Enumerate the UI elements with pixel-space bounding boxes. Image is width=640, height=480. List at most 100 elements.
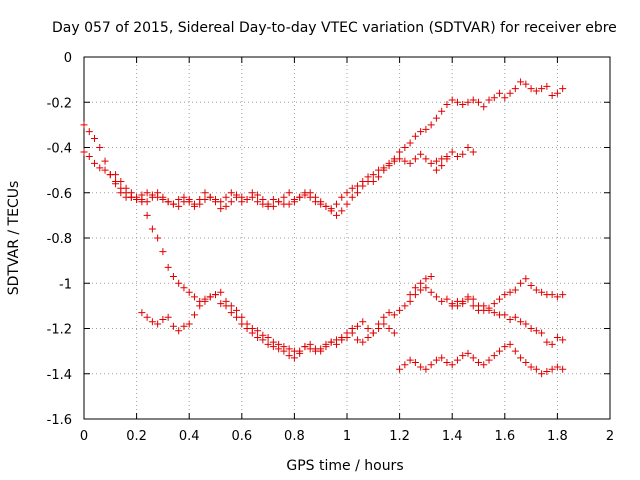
data-point (527, 325, 535, 332)
data-point (332, 340, 340, 348)
data-point (169, 272, 177, 280)
data-point (548, 340, 556, 348)
data-point (148, 193, 156, 201)
data-point (332, 211, 340, 219)
data-point (196, 302, 204, 310)
data-point (301, 343, 309, 351)
data-point (438, 297, 446, 305)
data-point (501, 94, 509, 102)
data-point (201, 196, 209, 204)
data-point (485, 96, 493, 104)
y-tick-label: -0.2 (47, 96, 72, 111)
data-point (175, 327, 183, 335)
data-point (222, 193, 230, 201)
data-point (285, 189, 293, 197)
data-point (511, 85, 519, 93)
data-point (364, 325, 372, 332)
data-point (317, 198, 325, 206)
data-point (522, 275, 530, 283)
series-trace-e (406, 275, 567, 314)
data-point (432, 166, 440, 174)
data-point (432, 114, 440, 122)
data-point (96, 164, 104, 172)
data-point (490, 309, 498, 317)
data-point (269, 202, 277, 210)
data-point (285, 352, 293, 360)
data-point (422, 365, 430, 373)
data-point (469, 96, 477, 104)
x-tick-label: 0 (80, 429, 88, 444)
data-point (354, 336, 362, 344)
data-point (443, 153, 451, 161)
data-point (327, 338, 335, 346)
data-point (469, 354, 477, 362)
data-point (275, 198, 283, 206)
data-point (517, 354, 525, 362)
data-point (496, 295, 504, 303)
data-point (385, 309, 393, 317)
data-point (217, 300, 225, 308)
data-point (217, 205, 225, 213)
data-point (280, 343, 288, 351)
series-trace-b (80, 144, 477, 362)
data-point (369, 177, 377, 185)
data-point (443, 295, 451, 303)
data-point (306, 340, 314, 348)
data-point (332, 200, 340, 208)
data-point (243, 320, 251, 328)
data-point (359, 318, 367, 326)
data-point (264, 334, 272, 342)
data-point (122, 184, 130, 192)
data-point (154, 234, 162, 242)
data-point (443, 101, 451, 109)
data-point (417, 279, 425, 287)
data-point (385, 159, 393, 167)
chart-title: Day 057 of 2015, Sidereal Day-to-day VTE… (52, 20, 617, 36)
data-point (169, 322, 177, 330)
data-point (411, 358, 419, 366)
series-trace-c (112, 150, 567, 348)
data-point (154, 320, 162, 328)
data-point (517, 78, 525, 86)
data-point (532, 327, 540, 335)
data-point (427, 288, 435, 296)
data-point (553, 363, 561, 371)
x-tick-label: 0.6 (231, 429, 252, 444)
data-point (364, 173, 372, 181)
data-point (422, 125, 430, 133)
data-point (411, 291, 419, 299)
data-point (448, 148, 456, 156)
data-point (496, 347, 504, 355)
data-point (443, 358, 451, 366)
data-point (401, 361, 409, 369)
data-point (238, 198, 246, 206)
data-point (227, 309, 235, 317)
data-point (175, 202, 183, 210)
data-point (196, 200, 204, 208)
data-point (311, 345, 319, 353)
data-point (464, 98, 472, 106)
data-point (364, 334, 372, 342)
data-points (80, 78, 567, 378)
data-point (159, 315, 167, 323)
data-point (343, 189, 351, 197)
data-point (490, 300, 498, 308)
data-point (396, 148, 404, 156)
grid (84, 57, 610, 419)
data-point (511, 286, 519, 294)
data-point (448, 96, 456, 104)
y-tick-label: -0.8 (47, 232, 72, 247)
data-point (227, 302, 235, 310)
data-point (264, 200, 272, 208)
data-point (406, 159, 414, 167)
data-point (322, 202, 330, 210)
x-tick-label: 1.2 (389, 429, 410, 444)
data-point (501, 311, 509, 319)
data-point (164, 198, 172, 206)
y-tick-label: -1.6 (47, 413, 72, 428)
data-point (448, 361, 456, 369)
data-point (401, 157, 409, 165)
data-point (138, 196, 146, 204)
data-point (317, 347, 325, 355)
